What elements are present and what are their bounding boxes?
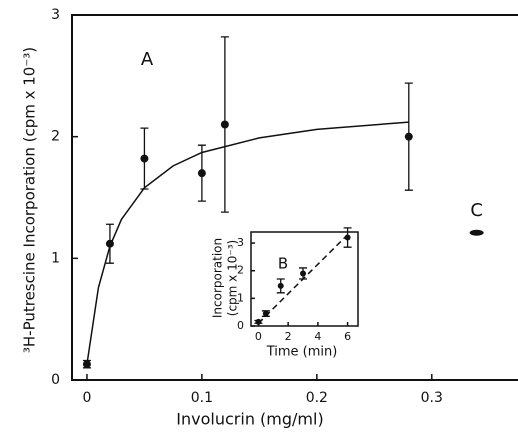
data-point <box>255 318 262 325</box>
point-label: C <box>470 200 483 221</box>
x-tick-label: 4 <box>314 330 321 343</box>
data-point <box>469 229 484 236</box>
x-tick-label: 0 <box>255 330 262 343</box>
x-axis-label: Time (min) <box>266 345 338 360</box>
y-tick-label: 3 <box>51 7 60 23</box>
x-tick-label: 0.1 <box>191 390 213 406</box>
y-tick-label: 2 <box>237 264 244 277</box>
data-point <box>105 239 114 248</box>
x-tick-label: 2 <box>285 330 292 343</box>
y-tick-label: 1 <box>237 291 244 304</box>
y-tick-label: 0 <box>237 319 244 332</box>
data-point <box>262 310 269 317</box>
y-tick-label: 3 <box>237 236 244 249</box>
data-point <box>300 270 307 277</box>
y-axis-label: (cpm x 10⁻³) <box>226 240 240 316</box>
fit-line <box>86 121 409 365</box>
data-point <box>344 234 351 241</box>
y-tick-label: 1 <box>51 250 60 266</box>
data-point <box>197 169 206 178</box>
x-tick-label: 6 <box>344 330 351 343</box>
axes <box>71 14 518 381</box>
x-tick-label: 0.2 <box>306 390 328 406</box>
x-axis-label: Involucrin (mg/ml) <box>176 410 323 429</box>
data-point <box>82 360 91 369</box>
y-tick-label: 0 <box>51 372 60 388</box>
y-axis-label: ³H-Putrescine Incorporation (cpm x 10⁻³) <box>21 47 39 353</box>
x-tick-label: 0 <box>82 390 91 406</box>
data-point <box>220 120 229 129</box>
panel-label: B <box>278 255 288 273</box>
panel-label: A <box>141 49 154 70</box>
data-point <box>140 154 149 163</box>
data-point <box>404 132 413 141</box>
y-tick-label: 2 <box>51 129 60 145</box>
x-tick-label: 0.3 <box>421 390 443 406</box>
y-axis-label: Incorporation <box>211 238 225 318</box>
data-point <box>277 282 284 289</box>
